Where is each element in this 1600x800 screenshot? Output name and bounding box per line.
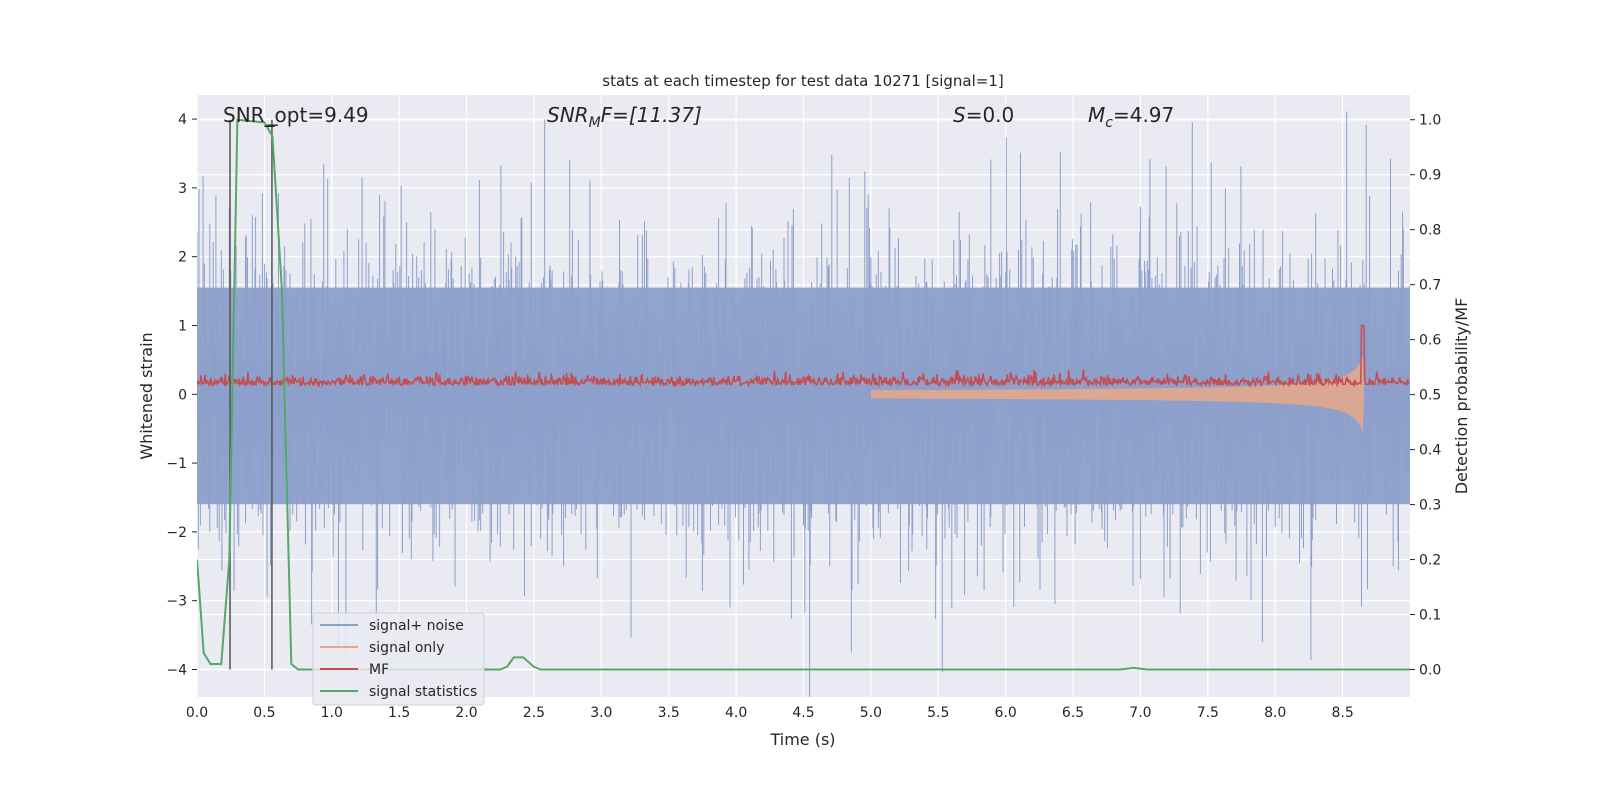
y-tick-label: 0 [178, 387, 187, 403]
legend: signal+ noise signal only MF signal stat… [312, 612, 485, 706]
y-right-tick-label: 0.0 [1419, 663, 1441, 679]
y-right-tick-label: 0.8 [1419, 223, 1441, 239]
legend-label-signal-only: signal only [369, 640, 444, 656]
y-right-tick-label: 0.2 [1419, 553, 1441, 569]
y-right-tick-label: 0.7 [1419, 278, 1441, 294]
snr-mf-suffix: F=[11.37] [601, 103, 702, 127]
y-right-tick-label: 0.1 [1419, 608, 1441, 624]
y-tick-label: 4 [178, 112, 187, 128]
y-axis-right-label: Detection probability/MF [1452, 298, 1471, 495]
series-mf [197, 324, 1410, 389]
annotation-mc: Mc=4.97 [1088, 103, 1174, 131]
y-right-tick-label: 0.4 [1419, 443, 1441, 459]
x-tick-label: 1.0 [321, 705, 343, 721]
snr-mf-prefix: SNR [547, 103, 589, 127]
legend-label-signal-statistics: signal statistics [369, 684, 477, 700]
x-tick-label: 7.0 [1129, 705, 1151, 721]
mc-sub: c [1105, 115, 1113, 131]
y-axis-label: Whitened strain [137, 332, 156, 459]
mc-prefix: M [1088, 103, 1105, 127]
y-tick-label: −2 [166, 525, 187, 541]
mc-suffix: =4.97 [1113, 103, 1174, 127]
x-tick-label: 3.0 [590, 705, 612, 721]
y-tick-label: −3 [166, 594, 187, 610]
x-tick-label: 4.5 [792, 705, 814, 721]
x-tick-label: 8.5 [1331, 705, 1353, 721]
x-tick-label: 3.5 [658, 705, 680, 721]
y-tick-label: −4 [166, 662, 187, 678]
x-tick-label: 1.5 [388, 705, 410, 721]
x-tick-label: 8.0 [1264, 705, 1286, 721]
y-tick-label: 2 [178, 250, 187, 266]
y-tick-label: −1 [166, 456, 187, 472]
marks [197, 111, 1410, 697]
x-tick-label: 6.0 [995, 705, 1017, 721]
annotation-snr-mf: SNRMF=[11.37] [547, 103, 702, 131]
x-tick-label: 5.0 [860, 705, 882, 721]
chart-title: stats at each timestep for test data 102… [602, 72, 1003, 90]
x-tick-label: 2.5 [523, 705, 545, 721]
legend-label-mf: MF [369, 662, 389, 678]
y-right-tick-label: 0.6 [1419, 333, 1441, 349]
legend-box [312, 612, 485, 706]
y-right-tick-label: 0.9 [1419, 168, 1441, 184]
x-tick-label: 0.0 [186, 705, 208, 721]
ticks: 0.0 0.5 1.0 1.5 2.0 2.5 3.0 3.5 4.0 4.5 5.0 5.5 6.0 6… [166, 112, 1441, 721]
x-axis-label: Time (s) [769, 730, 835, 749]
annotation-s: S=0.0 [953, 103, 1014, 127]
y-right-tick-label: 0.5 [1419, 388, 1441, 404]
s-suffix: =0.0 [966, 103, 1015, 127]
y-tick-label: 1 [178, 318, 187, 334]
y-right-tick-label: 1.0 [1419, 113, 1441, 129]
x-tick-label: 6.5 [1062, 705, 1084, 721]
snr-mf-sub: M [589, 115, 601, 131]
x-tick-label: 4.0 [725, 705, 747, 721]
series-signal-only [870, 355, 1365, 433]
x-tick-label: 0.5 [253, 705, 275, 721]
x-tick-label: 7.5 [1197, 705, 1219, 721]
series-signal-statistics [197, 118, 1410, 671]
annotation-snr-opt: SNR_opt=9.49 [223, 103, 369, 127]
x-tick-label: 2.0 [455, 705, 477, 721]
legend-label-signal-noise: signal+ noise [369, 618, 464, 634]
y-tick-label: 3 [178, 181, 187, 197]
series-signal-noise [197, 111, 1410, 697]
s-prefix: S [953, 103, 966, 127]
x-tick-label: 5.5 [927, 705, 949, 721]
y-right-tick-label: 0.3 [1419, 498, 1441, 514]
